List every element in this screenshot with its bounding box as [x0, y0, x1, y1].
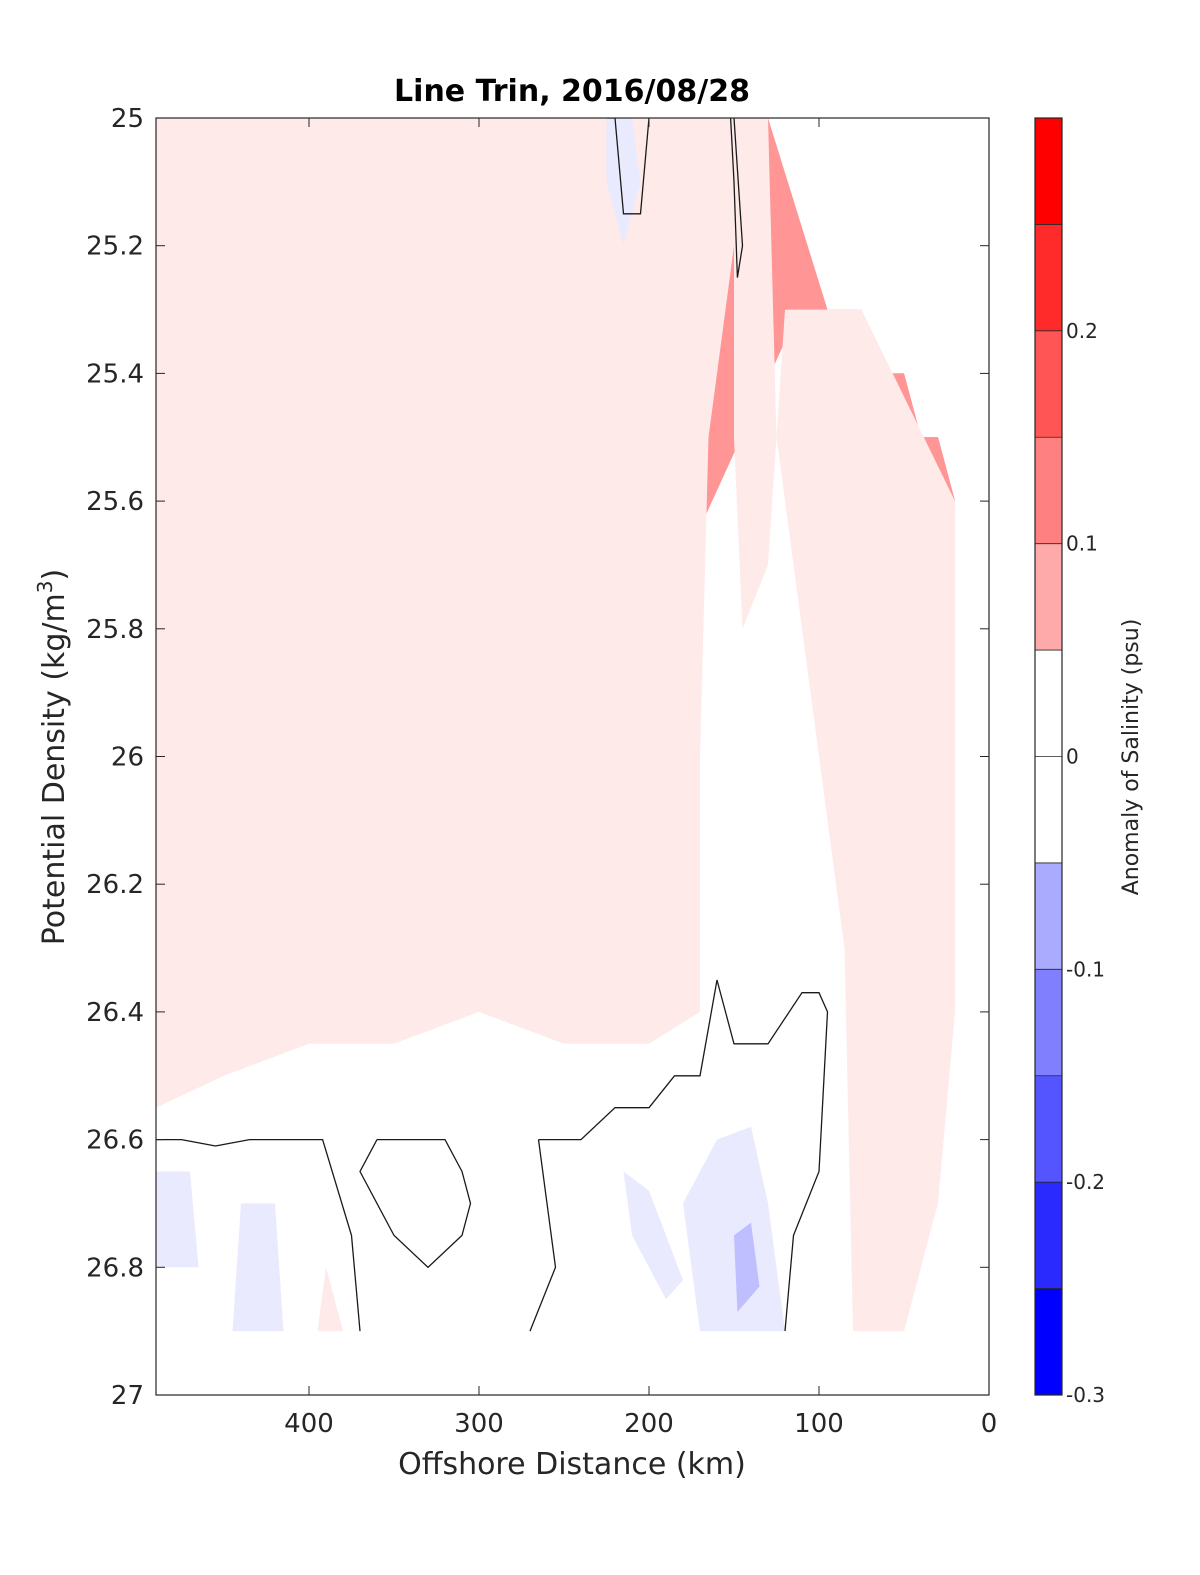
zero-contour-line-1	[359, 1138, 472, 1269]
contour-region-16	[623, 1171, 683, 1300]
x-axis-label: Offshore Distance (km)	[398, 1447, 746, 1482]
y-axis-label-main: Potential Density (kg/m	[37, 593, 72, 945]
x-tick-label: 200	[624, 1409, 674, 1439]
colorbar-band	[1035, 224, 1062, 331]
zero-contour-line-0	[156, 1138, 361, 1332]
y-tick-label: 26.6	[86, 1126, 144, 1156]
x-tick-label: 100	[794, 1409, 844, 1439]
colorbar-tick-label: -0.3	[1066, 1383, 1105, 1407]
colorbar-band	[1035, 756, 1062, 863]
x-tick-label: 300	[454, 1409, 504, 1439]
x-axis-ticks: 400 300 200 100 0	[284, 118, 997, 1439]
contour-fill-layer	[156, 118, 955, 1332]
colorbar-frame	[1034, 117, 1063, 1396]
x-tick-label: 400	[284, 1409, 334, 1439]
x-tick-label: 0	[981, 1409, 998, 1439]
y-axis-label-close: )	[37, 569, 72, 581]
y-tick-label: 26.2	[86, 870, 144, 900]
colorbar: 0.2 0.1 0 -0.1 -0.2 -0.3	[1034, 117, 1105, 1407]
colorbar-tick-label: -0.2	[1066, 1170, 1105, 1194]
y-tick-label: 26.8	[86, 1253, 144, 1283]
y-tick-label: 25.2	[86, 232, 144, 262]
colorbar-ticks: 0.2 0.1 0 -0.1 -0.2 -0.3	[1035, 117, 1105, 1407]
colorbar-label: Anomaly of Salinity (psu)	[1119, 619, 1144, 896]
colorbar-tick-label: -0.1	[1066, 957, 1105, 981]
zero-contour-line-2	[538, 979, 829, 1332]
y-axis-label-superscript: 3	[33, 580, 57, 593]
y-tick-label: 26	[111, 743, 144, 773]
y-tick-label: 25.4	[86, 359, 144, 389]
colorbar-band	[1035, 543, 1062, 651]
contour-region-17	[683, 1126, 785, 1332]
zero-contour-line-5	[729, 118, 744, 278]
chart-title: Line Trin, 2016/08/28	[394, 74, 750, 109]
contour-region-9	[156, 118, 751, 1108]
colorbar-band	[1035, 1075, 1062, 1183]
colorbar-bands	[1035, 118, 1062, 1395]
zero-contour-line-4	[606, 118, 650, 215]
contour-region-10	[734, 118, 777, 629]
colorbar-band	[1035, 969, 1062, 1076]
y-tick-label: 26.4	[86, 998, 144, 1028]
contour-region-18	[734, 1222, 760, 1312]
colorbar-band	[1035, 862, 1062, 970]
contour-region-13	[156, 1171, 199, 1268]
zero-contour-layer	[156, 118, 829, 1332]
colorbar-tick-label: 0.1	[1066, 532, 1098, 556]
contour-region-12	[317, 1267, 343, 1332]
colorbar-tick-label: 0	[1066, 745, 1079, 769]
colorbar-band	[1035, 1288, 1062, 1395]
y-tick-label: 25.6	[86, 487, 144, 517]
colorbar-tick-label: 0.2	[1066, 319, 1098, 343]
colorbar-band	[1035, 118, 1062, 225]
zero-contour-line-3	[529, 1139, 557, 1332]
colorbar-band	[1035, 650, 1062, 757]
y-tick-label: 25.8	[86, 615, 144, 645]
y-tick-label: 25	[111, 104, 144, 134]
y-axis-label: Potential Density (kg/m3)	[33, 569, 72, 945]
plot-area: 400 300 200 100 0 25 25.2 25.4 25.6 25.8 26 26.2 26…	[86, 104, 997, 1439]
y-tick-label: 27	[111, 1381, 144, 1411]
colorbar-band	[1035, 437, 1062, 544]
contour-region-11	[776, 309, 955, 1332]
contour-region-14	[232, 1203, 284, 1332]
y-axis-ticks: 25 25.2 25.4 25.6 25.8 26 26.2 26.4 26.6 26.8 27	[86, 104, 989, 1411]
colorbar-band	[1035, 1182, 1062, 1289]
colorbar-band	[1035, 330, 1062, 438]
